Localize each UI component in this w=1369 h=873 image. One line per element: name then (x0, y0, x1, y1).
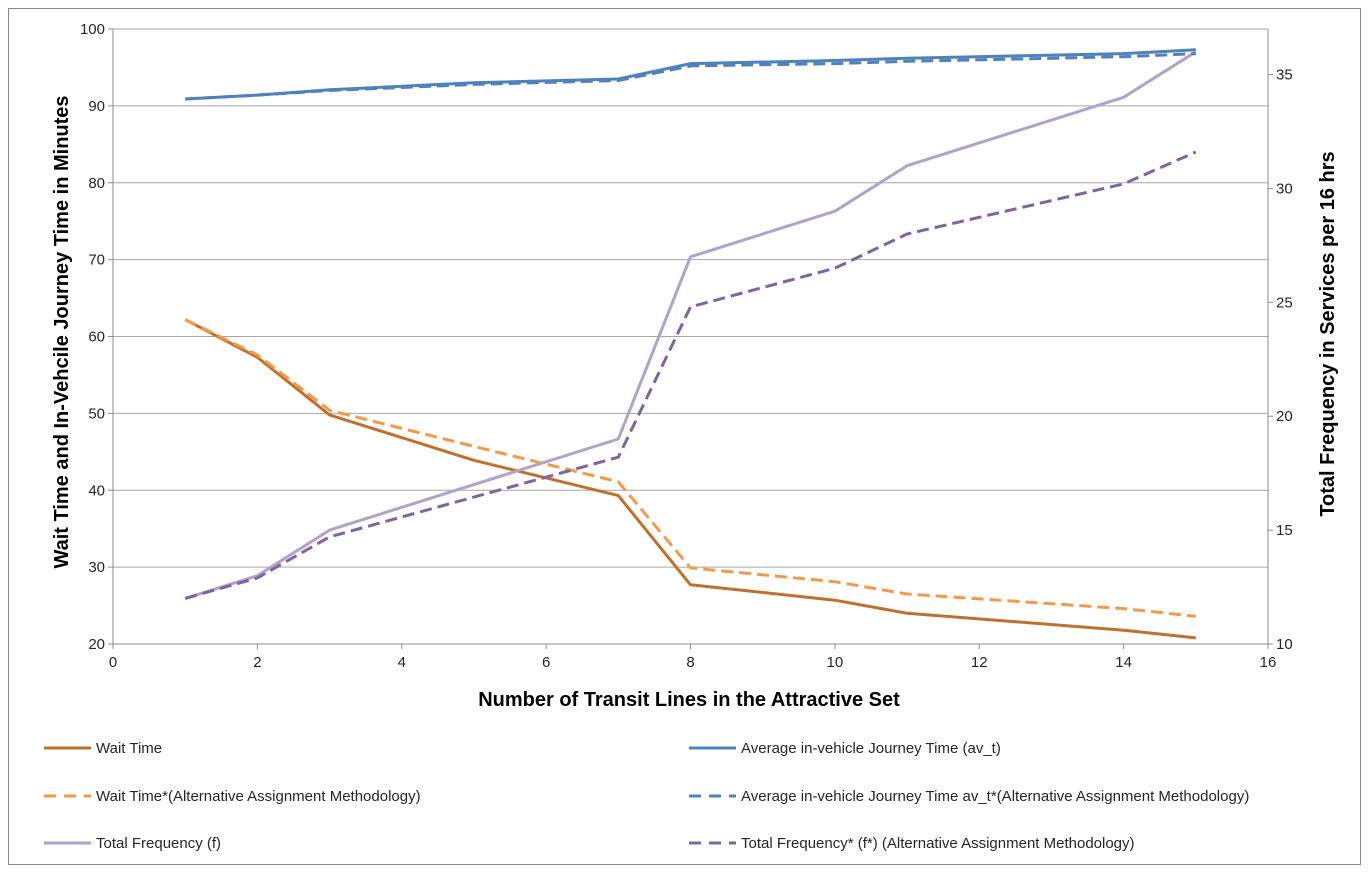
series-line-3 (184, 150, 1197, 600)
y2-tick-label: 20 (1276, 408, 1293, 425)
y-tick-label: 30 (88, 559, 105, 576)
legend-label: Total Frequency (f) (96, 835, 221, 852)
y-tick-label: 70 (88, 252, 105, 269)
legend-label: Wait Time (96, 740, 162, 757)
x-tick-label: 0 (109, 654, 117, 671)
y-axis-title: Wait Time and In-Vehcile Journey Time in… (51, 95, 73, 568)
series-line-0 (184, 318, 1196, 640)
legend-label: Wait Time*(Alternative Assignment Method… (96, 788, 421, 805)
series-line-2 (184, 50, 1197, 600)
y2-tick-label: 35 (1276, 67, 1293, 84)
y-tick-label: 60 (88, 329, 105, 346)
series-line-5 (185, 52, 1196, 101)
legend-label: Total Frequency* (f*) (Alternative Assig… (741, 835, 1135, 852)
series-layer (184, 48, 1197, 640)
y2-tick-label: 15 (1276, 522, 1293, 539)
chart-frame (8, 8, 1361, 865)
x-tick-label: 8 (686, 654, 694, 671)
legend-label: Average in-vehicle Journey Time (av_t) (741, 740, 1001, 757)
y-tick-label: 100 (80, 21, 105, 38)
gridlines (113, 28, 1268, 568)
y-tick-label: 80 (88, 175, 105, 192)
y-tick-label: 50 (88, 405, 105, 422)
x-tick-label: 2 (253, 654, 261, 671)
legend-label: Average in-vehicle Journey Time av_t*(Al… (741, 788, 1249, 805)
x-tick-label: 10 (827, 654, 844, 671)
x-tick-label: 16 (1260, 654, 1277, 671)
x-tick-label: 4 (398, 654, 406, 671)
axes-layer: 20 30 40 50 60 70 80 90 100 10 15 20 25 30 35 0 2 4 6 8 10 12… (80, 21, 1293, 671)
x-axis-title: Number of Transit Lines in the Attractiv… (478, 689, 900, 711)
y-tick-label: 40 (88, 482, 105, 499)
y-tick-label: 20 (88, 636, 105, 653)
series-line-1 (184, 318, 1196, 618)
y2-tick-label: 25 (1276, 294, 1293, 311)
y2-axis-title: Total Frequency in Services per 16 hrs (1317, 151, 1339, 516)
legend: Wait Time Average in-vehicle Journey Time… (44, 740, 1249, 852)
y2-tick-label: 10 (1276, 636, 1293, 653)
y-tick-label: 90 (88, 98, 105, 115)
x-tick-label: 12 (971, 654, 988, 671)
x-tick-label: 6 (542, 654, 550, 671)
y2-tick-label: 30 (1276, 180, 1293, 197)
x-tick-label: 14 (1115, 654, 1132, 671)
